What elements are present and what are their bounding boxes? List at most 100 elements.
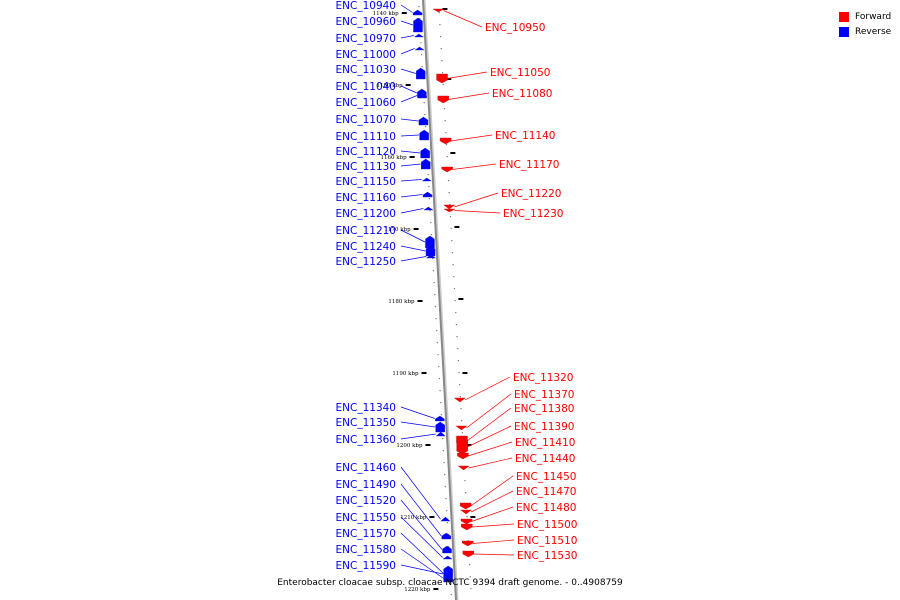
forward-leader-line [467, 441, 513, 457]
reverse-gene-glyph [420, 147, 430, 159]
map-caption: Enterobacter cloacae subsp. cloacae NCTC… [277, 578, 623, 588]
forward-track-dot [438, 12, 440, 14]
forward-leader-line [454, 192, 499, 208]
forward-track-dot [470, 588, 472, 590]
ticks-layer: 1140 kbp 1150 kbp 1160 kbp 1170 kbp 1180 kbp… [373, 8, 476, 593]
forward-track-dot [449, 216, 452, 218]
forward-gene-glyph [457, 452, 469, 460]
reverse-leader-line [400, 433, 436, 440]
forward-gene-label: ENC_11380 [514, 403, 574, 415]
reverse-leader-line [400, 516, 443, 558]
reverse-track-dot [430, 222, 432, 224]
forward-leader-line [467, 425, 512, 448]
forward-track-dot [461, 420, 463, 422]
forward-track-dot [455, 312, 457, 314]
forward-leader-line [466, 407, 512, 442]
reverse-gene-label: ENC_11120 [336, 146, 396, 158]
forward-track-dot [466, 516, 468, 518]
reverse-gene-label: ENC_11490 [336, 479, 396, 491]
forward-track-dot [452, 264, 454, 266]
forward-gene-glyph [462, 550, 475, 558]
reverse-leader-line [400, 499, 443, 550]
forward-track-dot [441, 72, 444, 74]
reverse-track-dot [421, 66, 423, 68]
forward-track-dot [442, 84, 444, 86]
reverse-leader-line [400, 564, 444, 575]
forward-track-dot [444, 120, 446, 122]
forward-leader-line [464, 376, 511, 401]
reverse-track-dot [440, 402, 442, 404]
reverse-track-dot [429, 210, 431, 212]
forward-gene-label: ENC_11140 [495, 130, 555, 142]
reverse-track-dot [423, 102, 425, 104]
forward-gene-glyph [456, 439, 468, 455]
reverse-leader-line [400, 35, 414, 39]
reverse-leader-line [400, 68, 416, 74]
reverse-gene-label: ENC_11360 [336, 434, 396, 446]
reverse-swatch [839, 26, 849, 37]
reverse-gene-label: ENC_11000 [336, 49, 396, 61]
forward-leader-line [470, 475, 514, 507]
reverse-track-dot [450, 582, 452, 584]
forward-gene-label: ENC_11170 [499, 159, 559, 171]
reverse-track-dot [440, 414, 442, 416]
forward-gene-label: ENC_11530 [517, 550, 577, 562]
reverse-gene-label: ENC_11250 [336, 256, 396, 268]
scale-tick-mark [425, 444, 431, 446]
reverse-gene-label: ENC_11130 [336, 161, 396, 173]
forward-gene-glyph [443, 208, 456, 213]
reverse-leader-line [400, 20, 414, 26]
reverse-gene-glyph [412, 9, 423, 16]
reverse-gene-glyph [442, 545, 452, 554]
forward-gene-glyph [459, 509, 473, 515]
forward-gene-glyph [443, 204, 456, 210]
reverse-track-dot [436, 330, 438, 332]
reverse-gene-label: ENC_11570 [336, 528, 396, 540]
forward-track-dot [446, 156, 448, 158]
reverse-track-dot [444, 486, 446, 488]
reverse-gene-glyph [422, 191, 433, 198]
reverse-gene-glyph [414, 46, 425, 51]
legend-forward: Forward [839, 9, 891, 24]
reverse-gene-glyph [443, 565, 453, 583]
forward-track-dot [453, 288, 456, 290]
reverse-gene-glyph [435, 415, 445, 422]
reverse-track-dot [442, 450, 444, 452]
scale-tick-label: 1180 kbp [388, 299, 415, 305]
legend-reverse: Reverse [839, 24, 891, 39]
forward-leader-line [450, 134, 493, 142]
forward-leader-line [468, 457, 513, 469]
forward-track-dot [445, 132, 447, 134]
reverse-leader-line [400, 194, 423, 198]
reverse-gene-glyph [442, 555, 453, 560]
forward-gene-glyph [455, 425, 468, 431]
reverse-track-dot [442, 438, 444, 440]
reverse-gene-glyph [435, 421, 445, 433]
scale-tick-mark [433, 588, 439, 590]
forward-track-dot [449, 204, 451, 206]
reverse-gene-label: ENC_10970 [336, 33, 396, 45]
reverse-gene-glyph [419, 129, 429, 141]
reverse-gene-glyph [435, 431, 446, 437]
forward-scale-mark [470, 516, 476, 518]
reverse-track-dot [434, 294, 436, 296]
forward-leader-line [443, 10, 483, 28]
reverse-track-dot [418, 6, 420, 8]
forward-track-dot [455, 324, 458, 326]
reverse-gene-label: ENC_11340 [336, 402, 396, 414]
backbone-line [422, 0, 457, 600]
scale-tick-mark [401, 12, 407, 14]
forward-gene-glyph [441, 166, 453, 173]
forward-track-dot [461, 432, 463, 434]
forward-track-dot [465, 492, 467, 494]
reverse-leader-line [400, 466, 441, 520]
forward-gene-glyph [453, 397, 467, 403]
reverse-gene-label: ENC_10940 [336, 0, 396, 12]
reverse-gene-glyph [441, 532, 452, 540]
reverse-track-dot [420, 42, 422, 44]
forward-leader-line [452, 163, 497, 170]
forward-track-dot [458, 372, 460, 374]
forward-gene-label: ENC_11480 [516, 502, 576, 514]
forward-gene-glyph [437, 95, 449, 104]
reverse-gene-glyph [421, 177, 432, 182]
